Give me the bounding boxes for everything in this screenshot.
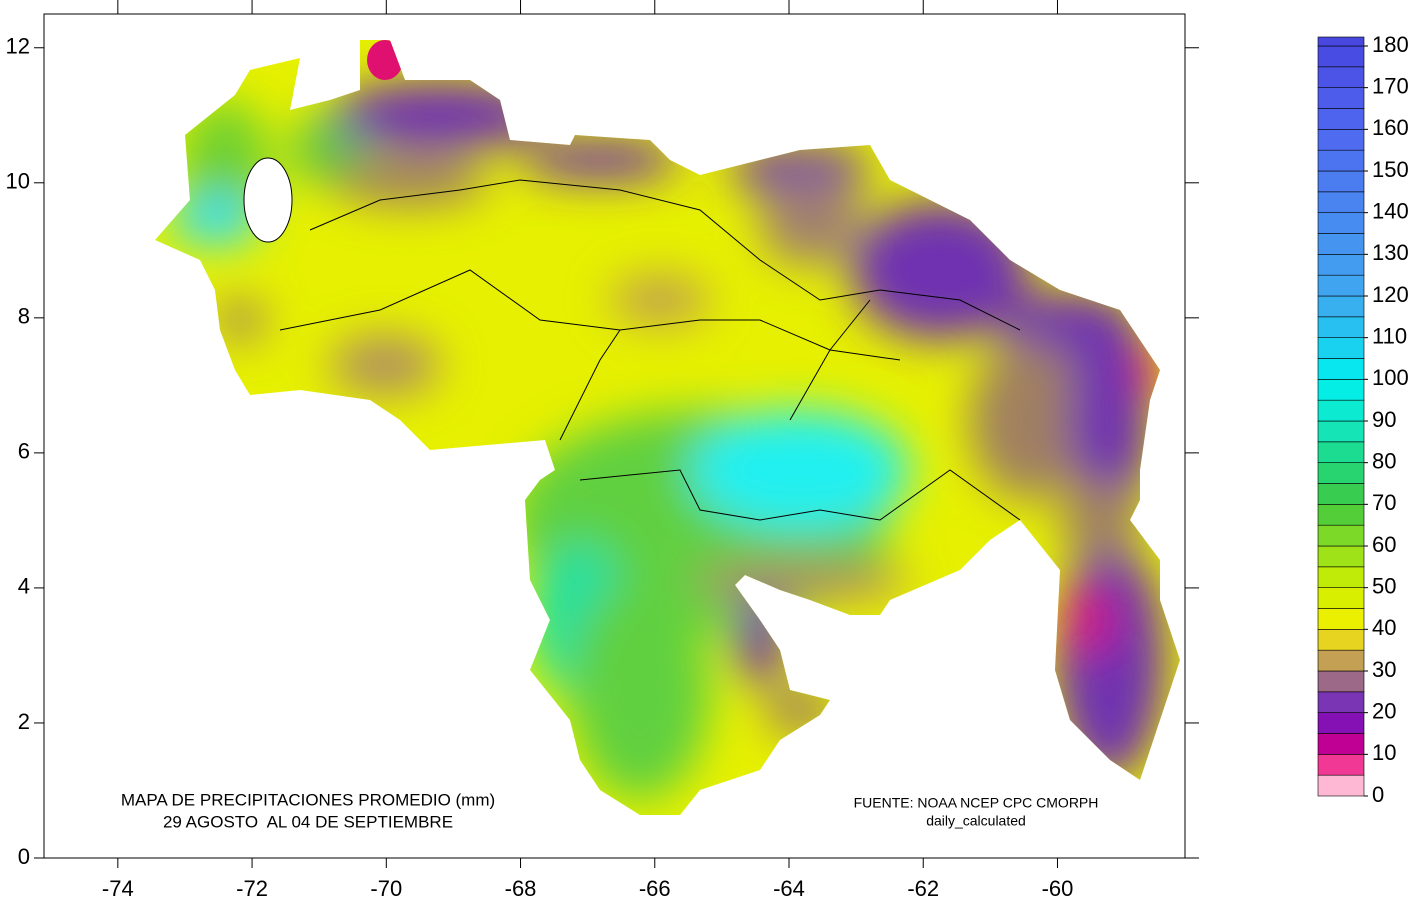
x-tick-label: -72 [236,876,268,901]
colorbar-label: 30 [1372,657,1396,682]
colorbar-label: 140 [1372,198,1409,223]
x-tick-label: -62 [907,876,939,901]
colorbar-label: 70 [1372,490,1396,515]
x-tick-label: -74 [102,876,134,901]
colorbar-band [1317,45,1365,68]
colorbar-label: 170 [1372,73,1409,98]
borders [279,179,1021,521]
y-tick-label: 12 [6,34,30,59]
colorbar-label: 110 [1372,323,1407,348]
colorbar-label: 80 [1372,448,1396,473]
colorbar-label: 50 [1372,573,1396,598]
colorbar-band [1317,149,1365,172]
map-frame [43,13,1186,859]
colorbar-band [1317,254,1365,276]
colorbar-label: 60 [1372,532,1396,557]
x-tick-label: -60 [1042,876,1074,901]
colorbar-label: 180 [1372,32,1409,57]
colorbar-band [1317,274,1365,297]
colorbar-band [1317,712,1365,734]
colorbar-label: 90 [1372,407,1396,432]
colorbar-band [1317,733,1365,755]
colorbar-band [1317,670,1365,693]
colorbar-band [1317,504,1365,526]
colorbar-band [1317,524,1365,547]
colorbar-label: 100 [1372,365,1409,390]
title-line: MAPA DE PRECIPITACIONES PROMEDIO (mm) [121,790,495,809]
colorbar-band [1317,608,1365,630]
x-tick-label: -66 [639,876,671,901]
y-tick-label: 8 [18,304,30,329]
colorbar-band [1317,629,1365,651]
source-line: FUENTE: NOAA NCEP CPC CMORPH [854,795,1099,811]
colorbar-band [1317,358,1365,380]
source-line: daily_calculated [926,813,1026,829]
x-tick-label: -70 [370,876,402,901]
colorbar-band [1317,566,1365,588]
colorbar-band [1317,483,1365,505]
colorbar-band [1317,108,1365,130]
colorbar-band [1317,316,1365,338]
colorbar-band [1317,754,1365,776]
colorbar-band [1317,129,1365,151]
y-tick-label: 0 [18,844,30,869]
colorbar-band [1317,66,1365,88]
colorbar-band [1317,191,1365,213]
y-tick-label: 10 [6,169,30,194]
colorbar-label: 160 [1372,115,1409,140]
colorbar-band [1317,399,1365,422]
x-tick-label: -68 [505,876,537,901]
colorbar-band [1317,649,1365,672]
colorbar-band [1317,87,1365,109]
colorbar-band [1317,441,1365,463]
colorbar-label: 10 [1372,740,1396,765]
colorbar-band [1317,36,1365,47]
colorbar-band [1317,337,1365,359]
colorbar-label: 120 [1372,282,1409,307]
colorbar-band [1317,379,1365,401]
colorbar-band [1317,774,1365,797]
colorbar-band [1317,170,1365,193]
precip-field [155,40,1180,815]
colorbar-label: 0 [1372,782,1384,807]
colorbar-band [1317,420,1365,443]
colorbar-band [1317,545,1365,568]
y-tick-label: 2 [18,709,30,734]
lake [243,157,293,243]
colorbar-label: 150 [1372,157,1409,182]
colorbar-band [1317,295,1365,318]
x-tick-label: -64 [773,876,805,901]
colorbar-band [1317,212,1365,234]
y-tick-label: 6 [18,439,30,464]
colorbar-band [1317,587,1365,609]
colorbar-band [1317,233,1365,255]
colorbar-band [1317,691,1365,713]
colorbar-label: 40 [1372,615,1396,640]
colorbar-band [1317,462,1365,484]
colorbar-label: 130 [1372,240,1409,265]
y-tick-label: 4 [18,574,30,599]
title-line: 29 AGOSTO AL 04 DE SEPTIEMBRE [163,812,453,831]
colorbar-label: 20 [1372,698,1396,723]
